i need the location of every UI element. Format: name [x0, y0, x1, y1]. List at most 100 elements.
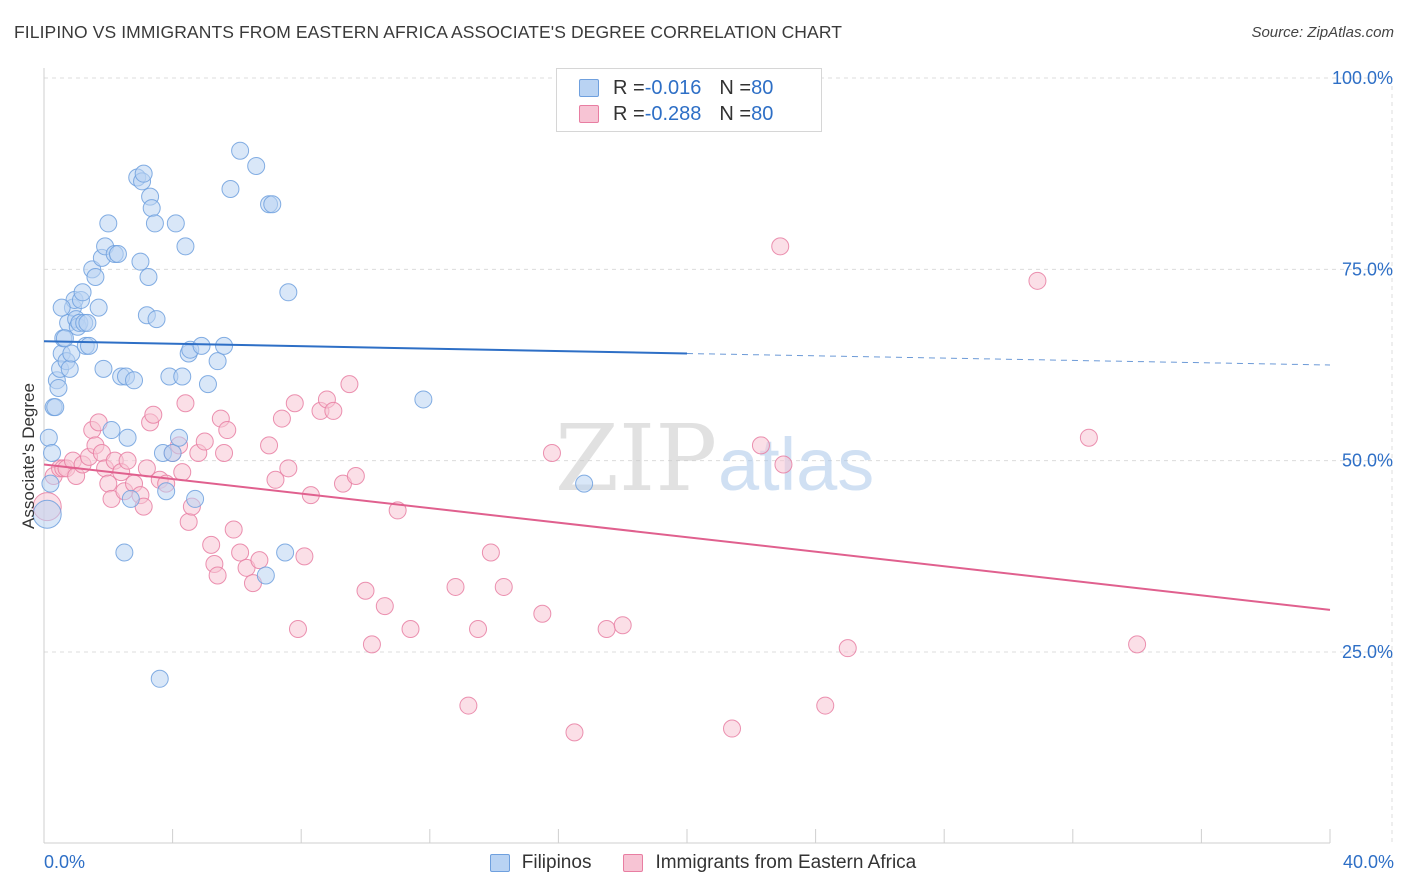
eastern-africa-point: [279, 459, 298, 478]
trend-line-filipinos: [43, 340, 688, 355]
legend-item-eastern-africa[interactable]: Immigrants from Eastern Africa: [623, 852, 916, 874]
filipinos-point: [173, 367, 192, 386]
eastern-africa-point: [250, 551, 269, 570]
eastern-africa-point: [838, 639, 857, 658]
y-tick-label: 75.0%: [1342, 259, 1393, 279]
legend-row-filipinos: R = -0.016 N = 80: [579, 77, 773, 99]
filipinos-point: [94, 359, 113, 378]
legend-row-eastern-africa: R = -0.288 N = 80: [579, 103, 773, 125]
chart-title: FILIPINO VS IMMIGRANTS FROM EASTERN AFRI…: [14, 22, 843, 42]
filipinos-point: [80, 336, 99, 355]
y-tick-label: 50.0%: [1342, 451, 1393, 471]
filipinos-point: [41, 474, 60, 493]
legend-n-label: N =: [719, 76, 752, 99]
filipinos-point: [247, 157, 266, 176]
eastern-africa-point: [613, 616, 632, 635]
eastern-africa-point: [215, 444, 234, 463]
eastern-africa-point: [774, 455, 793, 474]
filipinos-point: [208, 352, 227, 371]
filipinos-point: [279, 283, 298, 302]
eastern-africa-point: [272, 409, 291, 428]
series-filipinos-points: [32, 141, 594, 688]
filipinos-point: [32, 499, 62, 529]
eastern-africa-point: [469, 620, 488, 639]
filipinos-point: [55, 329, 74, 348]
filipinos-point: [99, 214, 118, 233]
filipinos-point: [43, 444, 62, 463]
y-tick-label: 25.0%: [1342, 642, 1393, 662]
y-tick-label: 100.0%: [1332, 68, 1393, 88]
watermark: ZIP atlas: [555, 405, 874, 512]
legend-label-filipinos: Filipinos: [521, 852, 592, 873]
filipinos-point: [89, 298, 108, 317]
filipinos-point: [215, 336, 234, 355]
eastern-africa-point: [340, 375, 359, 394]
filipinos-point: [86, 267, 105, 286]
filipinos-point: [142, 199, 161, 218]
filipinos-point: [176, 237, 195, 256]
filipinos-point: [139, 267, 158, 286]
filipinos-point: [125, 371, 144, 390]
legend-r-label: R =: [613, 102, 645, 125]
x-tick-label-min: 0.0%: [44, 852, 86, 872]
trend-line-filipinos-extrapolated: [686, 353, 1331, 366]
eastern-africa-point: [816, 696, 835, 715]
legend-item-filipinos[interactable]: Filipinos: [489, 852, 592, 874]
eastern-africa-point: [446, 577, 465, 596]
trend-lines: [43, 340, 1331, 611]
filipinos-point: [46, 398, 65, 417]
eastern-africa-point: [459, 696, 478, 715]
legend-label-eastern-africa: Immigrants from Eastern Africa: [655, 852, 917, 873]
eastern-africa-point: [494, 577, 513, 596]
eastern-africa-point: [565, 723, 584, 742]
eastern-africa-point: [533, 604, 552, 623]
grid-lines: [44, 77, 1393, 843]
eastern-africa-point: [375, 597, 394, 616]
eastern-africa-point: [346, 466, 365, 485]
eastern-africa-point: [218, 421, 237, 440]
filipinos-point: [263, 195, 282, 214]
filipinos-point: [121, 489, 140, 508]
eastern-africa-point: [401, 620, 420, 639]
trend-line-eastern-africa: [43, 463, 1331, 611]
legend-swatch-pink: [623, 854, 644, 872]
eastern-africa-point: [362, 635, 381, 654]
filipinos-point: [147, 310, 166, 329]
filipinos-point: [170, 428, 189, 447]
eastern-africa-point: [295, 547, 314, 566]
eastern-africa-point: [202, 535, 221, 554]
eastern-africa-point: [195, 432, 214, 451]
filipinos-point: [192, 336, 211, 355]
eastern-africa-point: [542, 444, 561, 463]
eastern-africa-point: [176, 394, 195, 413]
filipinos-point: [60, 359, 79, 378]
eastern-africa-point: [285, 394, 304, 413]
series-legend: Filipinos Immigrants from Eastern Africa: [0, 852, 1406, 874]
filipinos-point: [256, 566, 275, 585]
legend-swatch-pink: [579, 105, 599, 123]
eastern-africa-point: [208, 566, 227, 585]
watermark-zip: ZIP: [555, 405, 717, 512]
filipinos-point: [150, 669, 169, 688]
filipinos-point: [102, 421, 121, 440]
filipinos-point: [73, 283, 92, 302]
legend-n-value: 80: [751, 102, 774, 125]
legend-swatch-blue: [489, 854, 510, 872]
eastern-africa-point: [288, 620, 307, 639]
legend-swatch-blue: [579, 79, 599, 97]
eastern-africa-point: [260, 436, 279, 455]
filipinos-point: [78, 313, 97, 332]
filipinos-point: [49, 378, 68, 397]
filipinos-point: [134, 164, 153, 183]
eastern-africa-point: [1028, 271, 1047, 290]
eastern-africa-point: [481, 543, 500, 562]
x-tick-label-max: 40.0%: [1342, 852, 1394, 872]
eastern-africa-point: [1128, 635, 1147, 654]
eastern-africa-point: [179, 512, 198, 531]
legend-r-value: -0.016: [644, 76, 702, 99]
filipinos-point: [163, 444, 182, 463]
filipinos-point: [108, 245, 127, 264]
watermark-atlas: atlas: [718, 423, 874, 506]
filipinos-point: [276, 543, 295, 562]
